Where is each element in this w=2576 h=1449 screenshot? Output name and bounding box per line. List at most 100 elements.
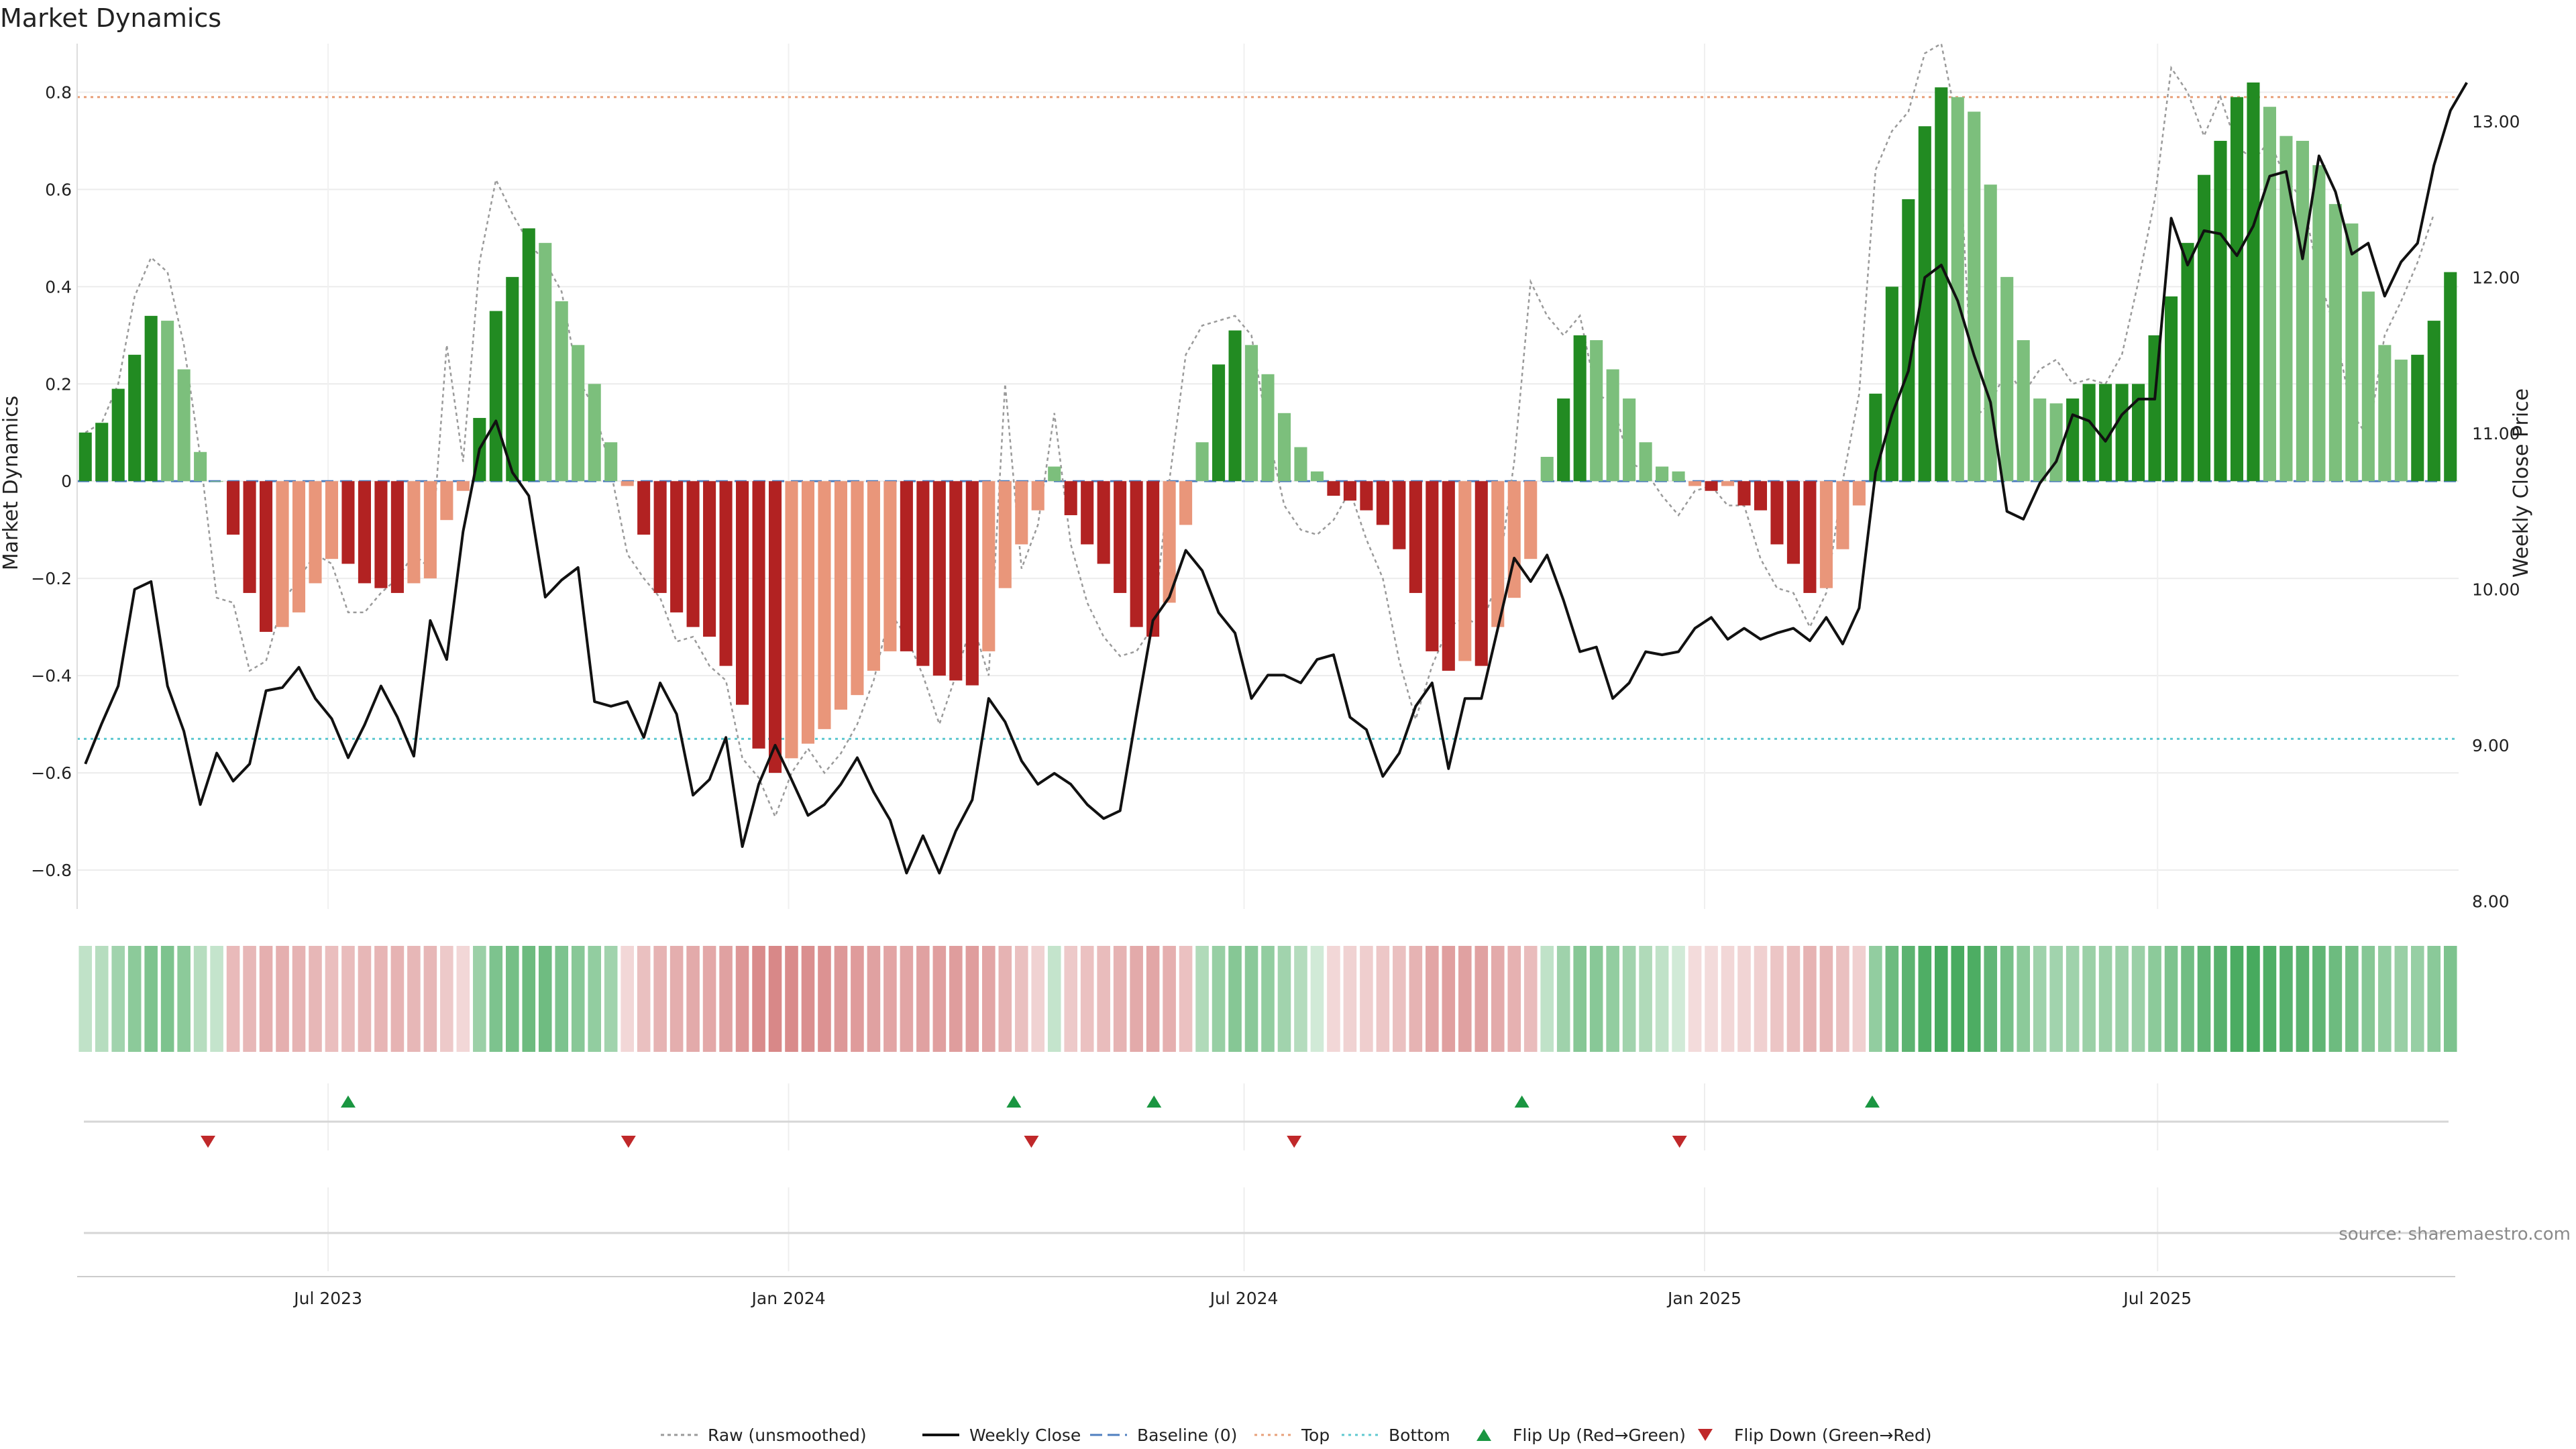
heat-strip-cell [1031, 946, 1045, 1052]
dynamics-bar [407, 481, 421, 584]
y-tick-label-right: 9.00 [2472, 736, 2510, 755]
dynamics-bar [2165, 296, 2178, 482]
heat-strip-cell [2082, 946, 2096, 1052]
heat-strip-cell [785, 946, 798, 1052]
dynamics-bar [1672, 471, 1685, 482]
heat-strip-cell [1294, 946, 1307, 1052]
legend-label: Flip Up (Red→Green) [1513, 1426, 1686, 1445]
flip-down-marker [1672, 1136, 1687, 1148]
legend-swatch [1477, 1429, 1491, 1441]
dynamics-bar [2411, 354, 2424, 482]
heat-strip-cell [2394, 946, 2408, 1052]
legend-label: Bottom [1389, 1426, 1450, 1445]
heat-strip-cell [358, 946, 372, 1052]
heat-strip-cell [193, 946, 207, 1052]
heat-strip-cell [2033, 946, 2047, 1052]
dynamics-bar [801, 481, 815, 744]
heat-strip-cell [2230, 946, 2244, 1052]
dynamics-bar [768, 481, 782, 773]
heat-strip-cell [374, 946, 388, 1052]
dynamics-bar [752, 481, 765, 749]
dynamics-bar [111, 388, 125, 482]
dynamics-bar [2066, 398, 2080, 482]
legend-item-top: Top [1254, 1426, 1330, 1445]
dynamics-bar [1277, 413, 1291, 482]
dynamics-bar [1491, 481, 1505, 627]
dynamics-bar [1376, 481, 1389, 525]
heat-strip-cell [1622, 946, 1636, 1052]
heat-strip-cell [1573, 946, 1587, 1052]
heat-strip-cell [1688, 946, 1702, 1052]
lower-panel [77, 1187, 2455, 1277]
heat-strip-cell [226, 946, 240, 1052]
heat-strip-cell [1409, 946, 1423, 1052]
dynamics-bar [851, 481, 864, 696]
heat-strip-cell [522, 946, 536, 1052]
heat-strip-cell [702, 946, 716, 1052]
heat-strip [78, 946, 2457, 1052]
legend-swatch [1698, 1429, 1713, 1441]
dynamics-bar [1327, 481, 1340, 496]
dynamics-bar [2312, 165, 2326, 482]
dynamics-bar [588, 384, 601, 482]
dynamics-bar [653, 481, 667, 593]
dynamics-bar [719, 481, 733, 666]
y-tick-label-left: 0.8 [45, 83, 72, 102]
heat-strip-cell [456, 946, 470, 1052]
heat-strip-cell [259, 946, 273, 1052]
heat-strip-cell [1639, 946, 1652, 1052]
dynamics-bar [1031, 481, 1044, 511]
legend-label: Top [1301, 1426, 1330, 1445]
raw-series [85, 42, 2435, 819]
y-tick-label-left: −0.4 [31, 666, 72, 686]
heat-strip-cell [2263, 946, 2277, 1052]
heat-strip-cell [1754, 946, 1768, 1052]
heat-strip-cell [982, 946, 996, 1052]
dynamics-bar [1212, 364, 1226, 482]
heat-strip-cell [1951, 946, 1965, 1052]
y-tick-label-right: 11.00 [2472, 424, 2520, 443]
dynamics-bar [276, 481, 289, 627]
dynamics-bar [423, 481, 437, 579]
dynamics-bar [2328, 204, 2342, 482]
dynamics-bar [440, 481, 453, 521]
dynamics-bar [965, 481, 979, 686]
y-tick-label-right: 8.00 [2472, 892, 2510, 911]
legend: Raw (unsmoothed) Weekly Close Baseline (0)… [661, 1426, 1932, 1445]
flip-down-marker [1024, 1136, 1039, 1148]
heat-strip-cell [965, 946, 979, 1052]
dynamics-bar [604, 442, 618, 482]
dynamics-bar [2378, 345, 2392, 482]
heat-strip-cell [1819, 946, 1833, 1052]
heat-strip-cell [1984, 946, 1998, 1052]
heat-strip-cell [506, 946, 519, 1052]
heat-strip-cell [440, 946, 453, 1052]
chart-title: Market Dynamics [0, 3, 221, 33]
dynamics-bar [2099, 384, 2112, 482]
heat-strip-cell [489, 946, 503, 1052]
axes: −0.8 −0.6 −0.4 −0.2 0 0.2 0.4 0.6 0.8 8.00 9.00 10.… [31, 44, 2520, 911]
heat-strip-cell [2279, 946, 2293, 1052]
heat-strip-cell [95, 946, 109, 1052]
heat-strip-cell [1261, 946, 1275, 1052]
dynamics-bar [1918, 126, 1931, 482]
heat-strip-cell [2378, 946, 2392, 1052]
dynamics-bar [1968, 111, 1981, 482]
heat-strip-cell [243, 946, 256, 1052]
dynamics-bar [2197, 174, 2211, 482]
weekly-close-line [84, 82, 2468, 875]
heat-strip-cell [1770, 946, 1784, 1052]
dynamics-bar [1360, 481, 1373, 511]
dynamics-bar [95, 423, 109, 482]
heat-strip-cell [621, 946, 634, 1052]
heat-strip-cell [818, 946, 831, 1052]
heat-strip-cell [210, 946, 223, 1052]
dynamics-bar [1984, 184, 1997, 482]
y-tick-label-left: 0.2 [45, 374, 72, 394]
dynamics-bar [1656, 466, 1669, 482]
heat-strip-cell [1491, 946, 1505, 1052]
flip-up-marker [1006, 1095, 1022, 1108]
heat-strip-cell [292, 946, 306, 1052]
dynamics-bar [1902, 199, 1915, 482]
